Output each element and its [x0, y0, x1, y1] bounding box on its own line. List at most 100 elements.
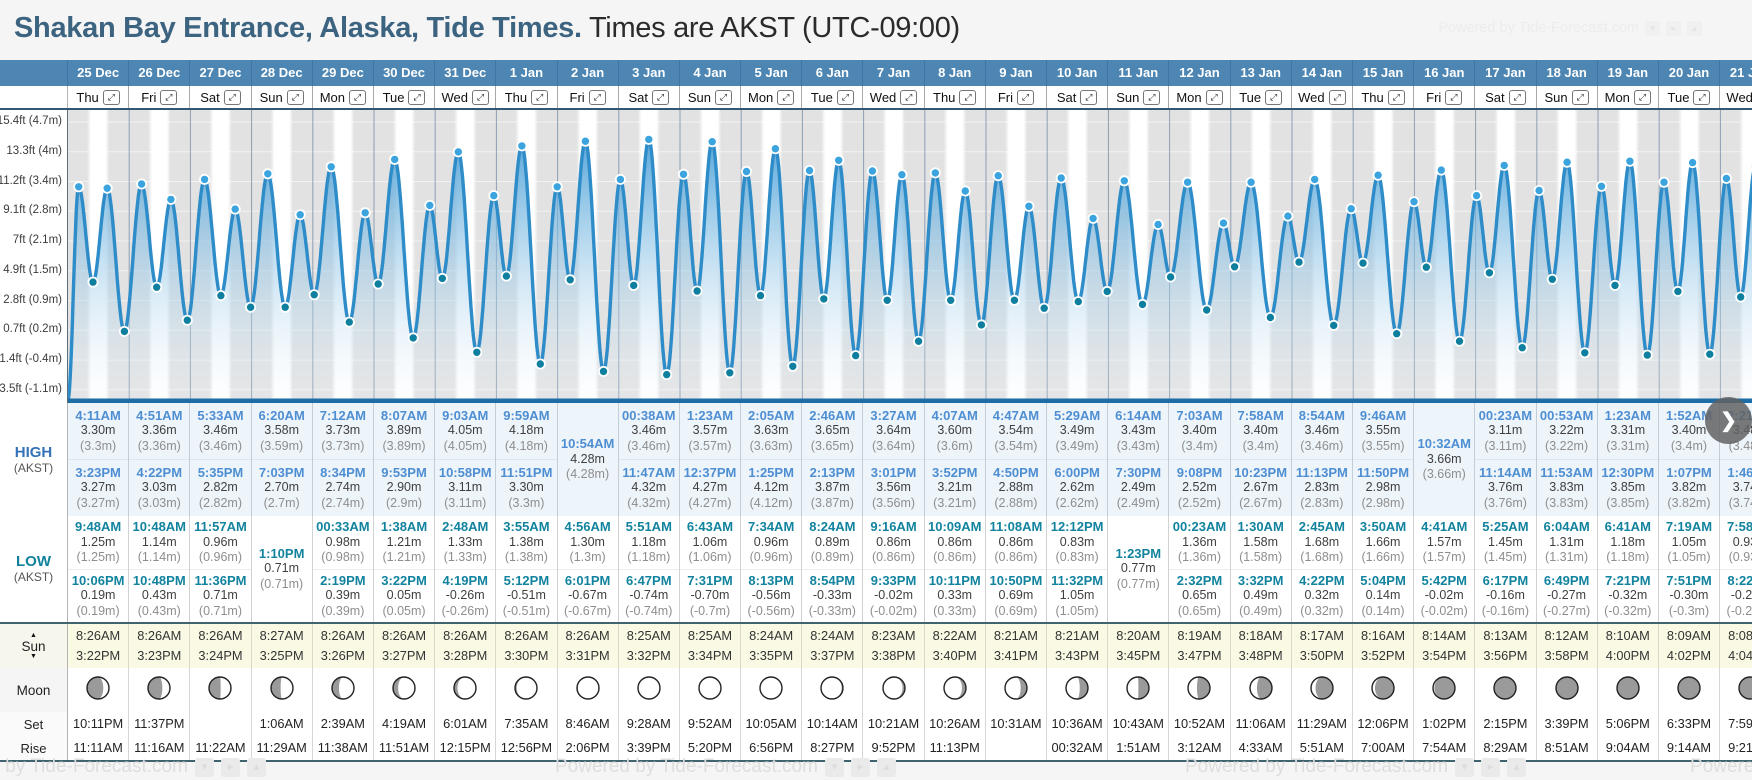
moon-cell: [1720, 668, 1752, 712]
high-tide-cell: 00:53AM 3.22m (3.22m) 11:53AM 3.83m (3.83m): [1536, 403, 1598, 516]
expand-day-button[interactable]: ⤢: [286, 89, 304, 105]
tide-entry: 5:35PM 2.82m (2.82m): [190, 459, 251, 516]
tide-time: 10:23PM: [1234, 464, 1288, 480]
date-header-cell: 30 Dec: [374, 60, 436, 86]
tide-entry: 3:50AM 1.66m (1.66m): [1353, 516, 1413, 569]
date-header-cell: 6 Jan: [802, 60, 864, 86]
date-header-cell: 31 Dec: [435, 60, 497, 86]
expand-day-button[interactable]: ⤢: [223, 89, 241, 105]
expand-day-button[interactable]: ⤢: [1016, 89, 1034, 105]
expand-day-button[interactable]: ⤢: [652, 89, 670, 105]
tide-entry: 2:05AM 3.63m (3.63m): [741, 403, 801, 459]
low-tide-cell: 9:48AM 1.25m (1.25m) 10:06PM 0.19m (0.19m): [68, 516, 130, 622]
low-tide-cell: 11:08AM 0.86m (0.86m) 10:50PM 0.69m (0.69m): [985, 516, 1047, 622]
date-header-cell: 9 Jan: [986, 60, 1047, 86]
tide-height-secondary: (3.59m): [260, 438, 304, 453]
tide-entry: 5:04PM 0.14m (0.14m): [1352, 568, 1414, 623]
low-tide-cell: 8:24AM 0.89m (0.89m) 8:54PM -0.33m (-0.33m): [802, 516, 864, 622]
expand-day-button[interactable]: ⤢: [1143, 89, 1161, 105]
expand-day-button[interactable]: ⤢: [1508, 89, 1526, 105]
sunset-time: 3:23PM: [137, 648, 182, 663]
high-tide-cell: 5:33AM 3.46m (3.46m) 5:35PM 2.82m (2.82m): [190, 403, 252, 516]
sun-cell: 8:12AM 3:58PM: [1537, 624, 1598, 668]
tide-height-secondary: (3.31m): [1606, 438, 1650, 453]
tide-time: 6:00PM: [1054, 464, 1100, 480]
weekday-label: Mon: [1604, 89, 1630, 105]
tide-height-secondary: (3.46m): [627, 438, 671, 453]
tide-entry: 7:21PM -0.32m (-0.32m): [1597, 568, 1658, 623]
sunrise-time: 8:23AM: [871, 628, 916, 643]
watermark-icon: ▸: [1666, 20, 1681, 36]
tide-time: 2:48AM: [442, 519, 489, 534]
tide-entry: 00:53AM 3.22m (3.22m): [1537, 403, 1597, 459]
tide-time: 4:22PM: [136, 464, 183, 480]
moonset-cell: 6:33PM: [1659, 712, 1721, 736]
tide-time: 7:21PM: [1605, 572, 1651, 588]
sunrise-time: 8:18AM: [1238, 628, 1283, 643]
expand-day-button[interactable]: ⤢: [777, 89, 795, 105]
sun-cell: 8:16AM 3:52PM: [1353, 624, 1415, 668]
tide-height: 0.19m: [80, 588, 116, 602]
tide-entry: 11:36PM 0.71m (0.71m): [190, 568, 251, 623]
sun-cell: 8:27AM 3:25PM: [252, 624, 313, 668]
expand-day-button[interactable]: ⤢: [1445, 89, 1463, 105]
expand-day-button[interactable]: ⤢: [1693, 89, 1711, 105]
moonset-cell: 1:02PM: [1414, 712, 1476, 736]
expand-day-button[interactable]: ⤢: [408, 89, 426, 105]
sunset-time: 3:26PM: [320, 648, 365, 663]
tide-time: 1:10PM: [258, 545, 305, 561]
tide-time: 00:53AM: [1539, 407, 1594, 423]
expand-day-button[interactable]: ⤢: [102, 89, 120, 105]
sunrise-time: 8:25AM: [626, 628, 671, 643]
tide-time: 4:51AM: [136, 407, 183, 423]
tide-entry: 7:34AM 0.96m (0.96m): [741, 516, 801, 569]
moon-phase-icon: [697, 675, 723, 706]
tide-height-secondary: (3.54m): [994, 438, 1038, 453]
moon-phase-icon: [207, 675, 233, 706]
expand-day-button[interactable]: ⤢: [531, 89, 549, 105]
tide-entry: 7:58AM 3.40m (3.4m): [1231, 403, 1291, 459]
tide-time: 9:16AM: [870, 519, 917, 534]
moonrise-cell: 4:33AM: [1231, 736, 1292, 760]
expand-day-button[interactable]: ⤢: [1633, 89, 1651, 105]
tide-entry: 3:32PM 0.49m (0.49m): [1230, 568, 1291, 623]
moon-phase-icon: [146, 675, 172, 706]
expand-day-button[interactable]: ⤢: [588, 89, 606, 105]
tide-height: 4.28m: [570, 451, 605, 466]
expand-day-button[interactable]: ⤢: [959, 89, 977, 105]
expand-day-button[interactable]: ⤢: [1387, 89, 1405, 105]
sun-cell: 8:17AM 3:50PM: [1292, 624, 1353, 668]
expand-day-button[interactable]: ⤢: [900, 89, 918, 105]
moonrise-cell: 1:51AM: [1108, 736, 1170, 760]
sunset-time: 3:45PM: [1116, 648, 1161, 663]
moon-cell: [1537, 668, 1598, 712]
expand-day-button[interactable]: ⤢: [1205, 89, 1223, 105]
weekday-cell: Mon ⤢: [1598, 86, 1659, 108]
expand-day-button[interactable]: ⤢: [1080, 89, 1098, 105]
expand-day-button[interactable]: ⤢: [1571, 89, 1589, 105]
tide-height-secondary: (1.31m): [1545, 550, 1589, 564]
tide-entry: 9:16AM 0.86m (0.86m): [863, 516, 923, 569]
expand-day-button[interactable]: ⤢: [1328, 89, 1346, 105]
moonset-cell: 10:31AM: [986, 712, 1047, 736]
date-header-cell: 12 Jan: [1169, 60, 1231, 86]
tide-height-secondary: (3.11m): [1484, 438, 1527, 453]
tide-height-secondary: (-0.26m): [441, 603, 489, 618]
tide-height: 3.03m: [141, 480, 177, 495]
expand-day-button[interactable]: ⤢: [715, 89, 733, 105]
moonset-cell: 8:46AM: [558, 712, 619, 736]
tide-entry: 4:19PM -0.26m (-0.26m): [435, 568, 496, 623]
expand-day-button[interactable]: ⤢: [348, 89, 366, 105]
expand-day-button[interactable]: ⤢: [836, 89, 854, 105]
tide-height-secondary: (3.55m): [1361, 438, 1405, 453]
tide-time: 11:51PM: [500, 464, 553, 480]
expand-day-button[interactable]: ⤢: [471, 89, 489, 105]
tide-time: 6:41AM: [1604, 519, 1651, 534]
next-page-button[interactable]: ❯: [1705, 397, 1752, 444]
tide-entry: 10:32AM 3.66m (3.66m): [1414, 435, 1474, 484]
watermark-icon: ▸: [1480, 757, 1500, 777]
low-tide-cell: 6:04AM 1.31m (1.31m) 6:49PM -0.27m (-0.27m): [1536, 516, 1598, 622]
tide-height-secondary: (4.27m): [688, 495, 732, 510]
expand-day-button[interactable]: ⤢: [160, 89, 178, 105]
expand-day-button[interactable]: ⤢: [1265, 89, 1283, 105]
